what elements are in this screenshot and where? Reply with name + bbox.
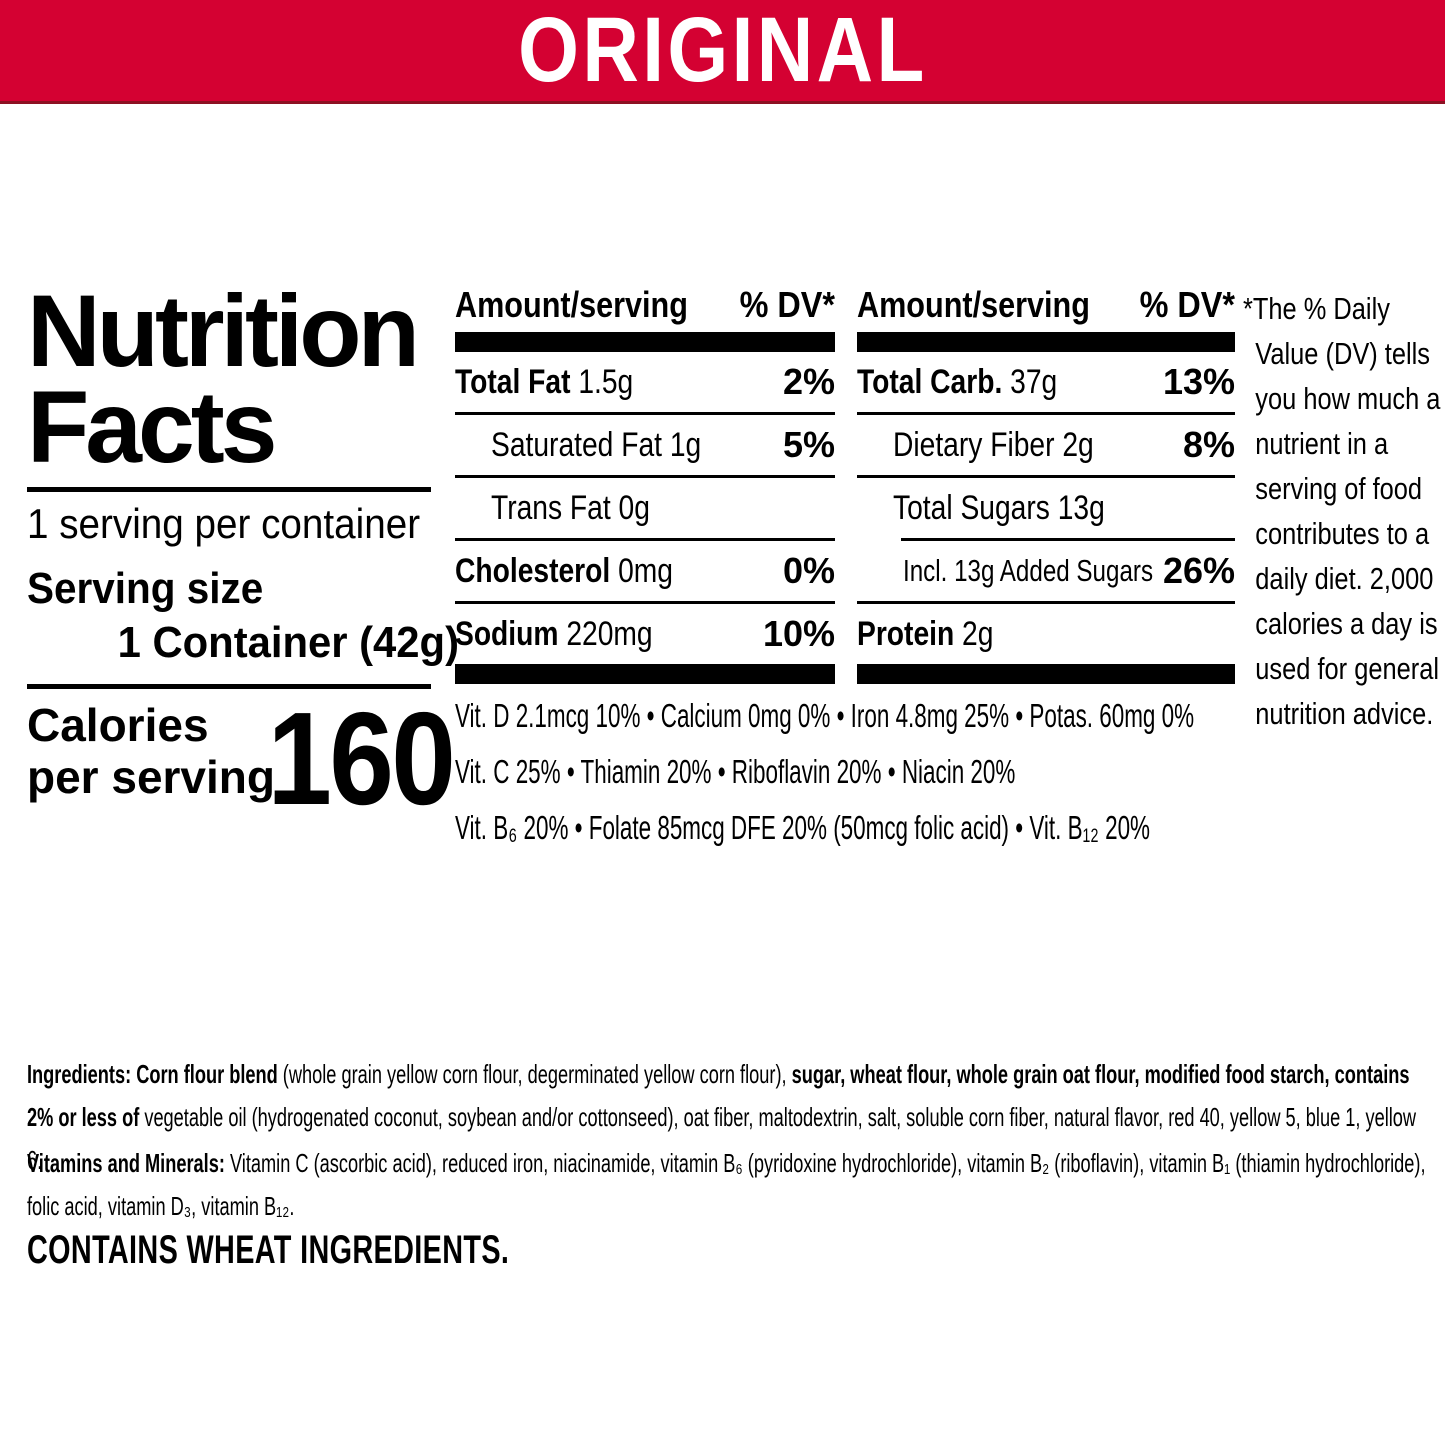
divider-rule [455,538,835,541]
dv-value: 0% [782,550,835,591]
vitamin-lines: Vit. D 2.1mcg 10% • Calcium 0mg 0% • Iro… [455,688,1445,856]
nutrient-column-right: Amount/serving % DV* Total Carb. 37g 13%… [857,284,1235,684]
calories-row: Calories per serving 160 [27,685,456,832]
nutrient-column-left: Amount/serving % DV* Total Fat 1.5g 2% S… [455,284,835,684]
title-line-1: Nutrition [27,274,420,388]
ingredients-label: Ingredients: Corn flour blend [27,1059,278,1089]
dv-value: 26% [1162,550,1235,591]
divider-rule [857,475,1235,478]
divider-bar-thick [857,664,1235,684]
vitamin-line-1: Vit. D 2.1mcg 10% • Calcium 0mg 0% • Iro… [455,697,1195,734]
divider-rule [455,601,835,604]
daily-value-footnote: *The % Daily Value (DV) tells you how mu… [1243,291,1441,731]
divider-rule [455,475,835,478]
nutrient-row-dietary-fiber: Dietary Fiber 2g 8% [893,424,1235,465]
divider-rule-indented [901,538,1235,541]
nutrient-row-saturated-fat: Saturated Fat 1g 5% [491,424,835,465]
divider-bar-thick [857,332,1235,352]
dv-value: 2% [782,361,835,402]
ingredients-paragraph: Ingredients: Corn flour blend (whole gra… [27,1059,1417,1175]
flavor-banner: ORIGINAL [0,0,1445,104]
nutrient-row-sodium: Sodium 220mg 10% [455,613,835,654]
divider-rule [857,601,1235,604]
vitamins-minerals-paragraph: Vitamins and Minerals: Vitamin C (ascorb… [27,1148,1426,1221]
nutrient-row-added-sugars: Incl. 13g Added Sugars 26% [903,550,1235,591]
vitamins-minerals-label: Vitamins and Minerals: [27,1148,225,1178]
dv-value: 8% [1182,424,1235,465]
amount-serving-header: Amount/serving [455,284,688,325]
dv-value: 13% [1162,361,1235,402]
divider-bar-thick [455,332,835,352]
nutrient-row-total-sugars: Total Sugars 13g [893,488,1105,527]
nutrient-row-cholesterol: Cholesterol 0mg 0% [455,550,835,591]
column-header: Amount/serving % DV* [455,284,835,332]
nutrient-row-total-fat: Total Fat 1.5g 2% [455,361,835,402]
calories-value: 160 [267,685,456,832]
allergen-statement: CONTAINS WHEAT INGREDIENTS. [27,1228,510,1272]
vitamin-line-2: Vit. C 25% • Thiamin 20% • Riboflavin 20… [455,753,1016,790]
serving-size-label: Serving size [27,564,264,613]
nutrition-facts-panel: Nutrition Facts 1 serving per container … [27,274,459,832]
divider-rule [857,412,1235,415]
divider-rule [27,684,431,689]
vitamin-line-3: Vit. B₆ 20% • Folate 85mcg DFE 20% (50mc… [455,809,1151,846]
divider-rule [455,412,835,415]
servings-per-container: 1 serving per container [27,500,421,547]
dv-value: 10% [762,613,835,654]
dv-header: % DV* [739,284,835,325]
dv-value: 5% [782,424,835,465]
calories-label: Calories per serving [27,699,275,803]
nutrient-row-protein: Protein 2g [857,614,994,653]
column-header: Amount/serving % DV* [857,284,1235,332]
dv-header: % DV* [1139,284,1235,325]
divider-rule [27,487,431,492]
serving-size-value: 1 Container (42g) [117,618,459,667]
title-line-2: Facts [27,370,277,484]
flavor-banner-label: ORIGINAL [517,0,928,101]
nutrient-row-total-carb: Total Carb. 37g 13% [857,361,1235,402]
nutrient-row-trans-fat: Trans Fat 0g [491,488,650,527]
nutrition-facts-title: Nutrition Facts [27,274,447,484]
divider-bar-thick [455,664,835,684]
amount-serving-header: Amount/serving [857,284,1090,325]
